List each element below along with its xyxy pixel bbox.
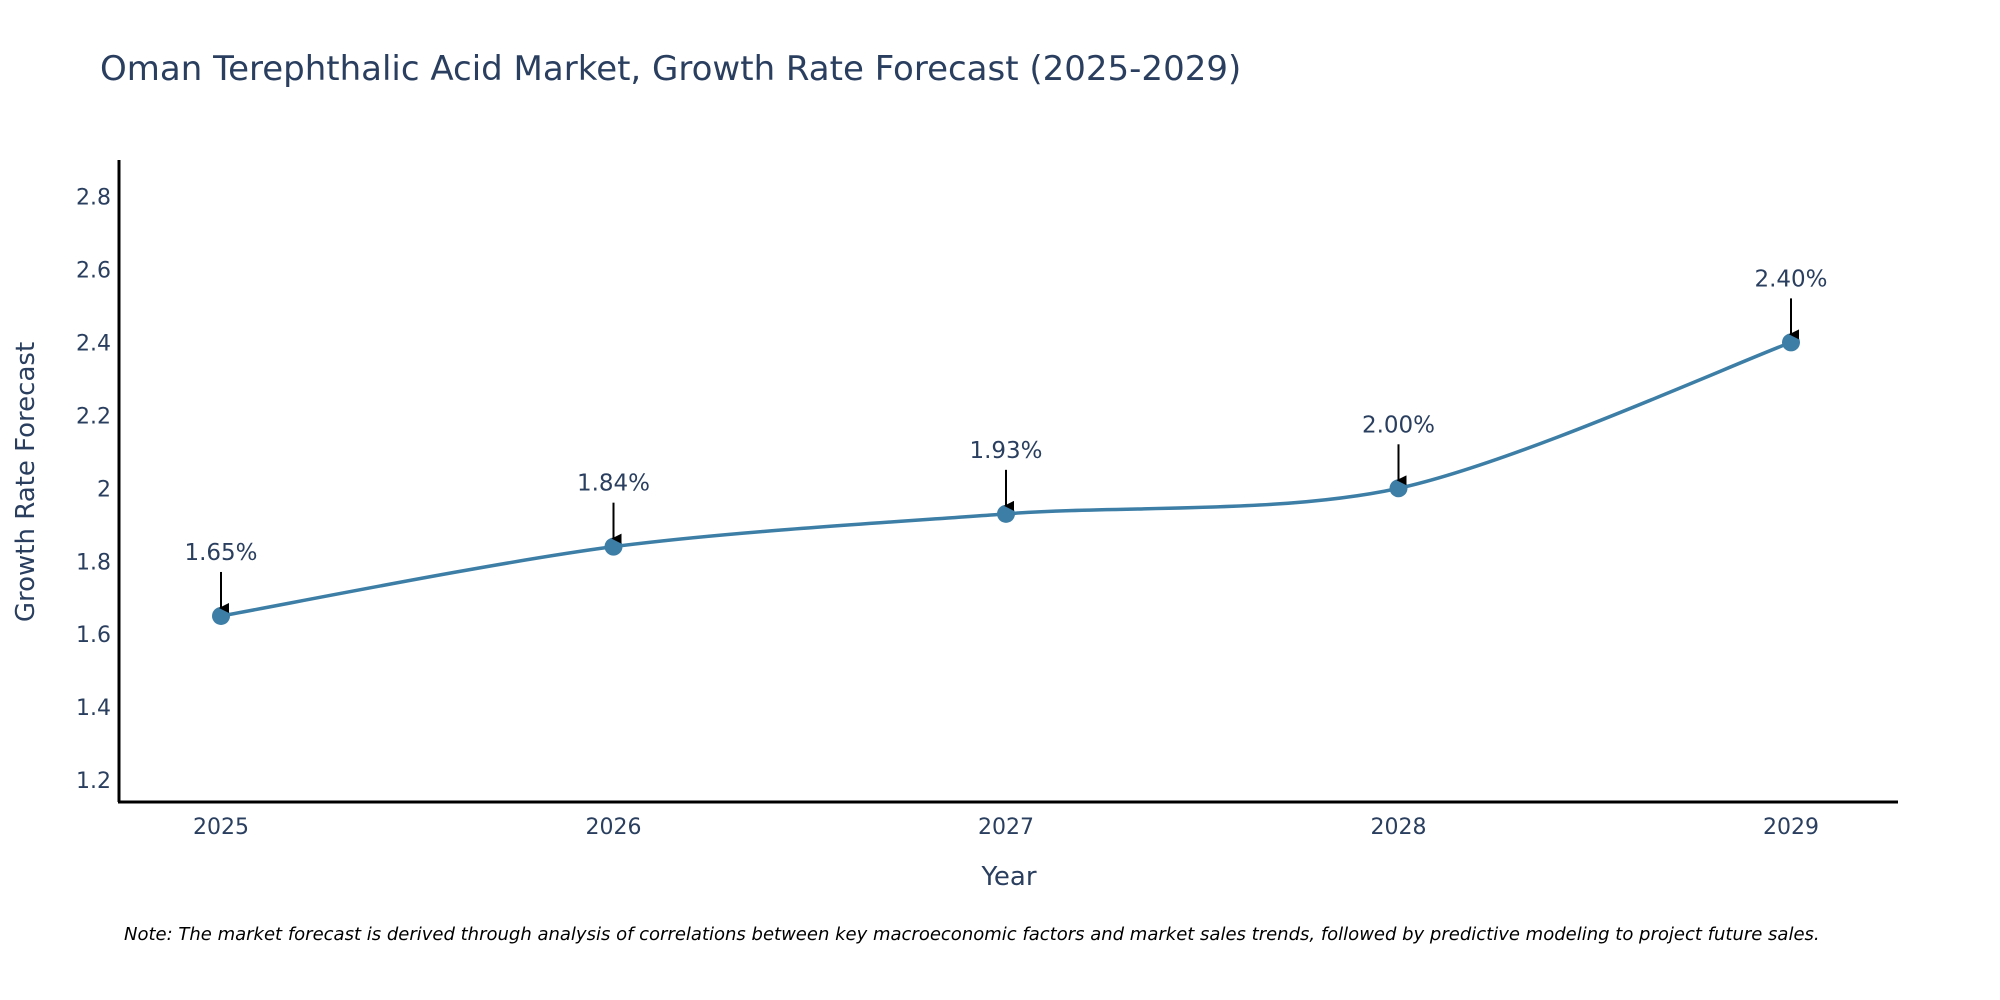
- data-label: 2.00%: [1362, 412, 1435, 438]
- y-tick-label: 2: [97, 477, 111, 502]
- x-tick-label: 2026: [586, 815, 642, 840]
- chart-title: Oman Terephthalic Acid Market, Growth Ra…: [100, 49, 1241, 89]
- y-tick-label: 1.2: [76, 769, 111, 794]
- data-label: 1.93%: [969, 438, 1042, 464]
- y-tick-label: 1.4: [76, 696, 111, 721]
- axes: [117, 160, 1898, 804]
- data-point: [997, 504, 1015, 523]
- data-label: 1.65%: [184, 540, 257, 566]
- x-tick-label: 2029: [1763, 815, 1819, 840]
- y-tick-label: 2.4: [76, 331, 111, 356]
- y-tick-label: 2.8: [76, 185, 111, 210]
- data-point: [604, 537, 623, 556]
- x-axis-title: Year: [980, 862, 1036, 892]
- x-tick-label: 2028: [1371, 815, 1427, 840]
- y-axis-title: Growth Rate Forecast: [11, 342, 41, 622]
- footnote: Note: The market forecast is derived thr…: [124, 924, 1820, 945]
- data-point: [212, 606, 230, 625]
- data-annotations: 1.65% 1.84% 1.93% 2.00% 2.40%: [184, 266, 1828, 613]
- y-tick-label: 2.2: [76, 404, 111, 429]
- y-tick-label: 2.6: [76, 258, 111, 283]
- y-tick-label: 1.6: [76, 623, 111, 648]
- data-label: 1.84%: [577, 471, 650, 497]
- y-tick-label: 1.8: [76, 550, 111, 575]
- y-axis-ticks: 1.2 1.4 1.6 1.8 2 2.2 2.4 2.6 2.8: [76, 185, 111, 794]
- data-point: [1389, 479, 1408, 498]
- x-tick-label: 2027: [978, 815, 1034, 840]
- x-axis-ticks: 2025 2026 2027 2028 2029: [193, 815, 1819, 840]
- data-point: [1782, 333, 1800, 352]
- data-label: 2.40%: [1754, 266, 1827, 292]
- x-tick-label: 2025: [193, 815, 249, 840]
